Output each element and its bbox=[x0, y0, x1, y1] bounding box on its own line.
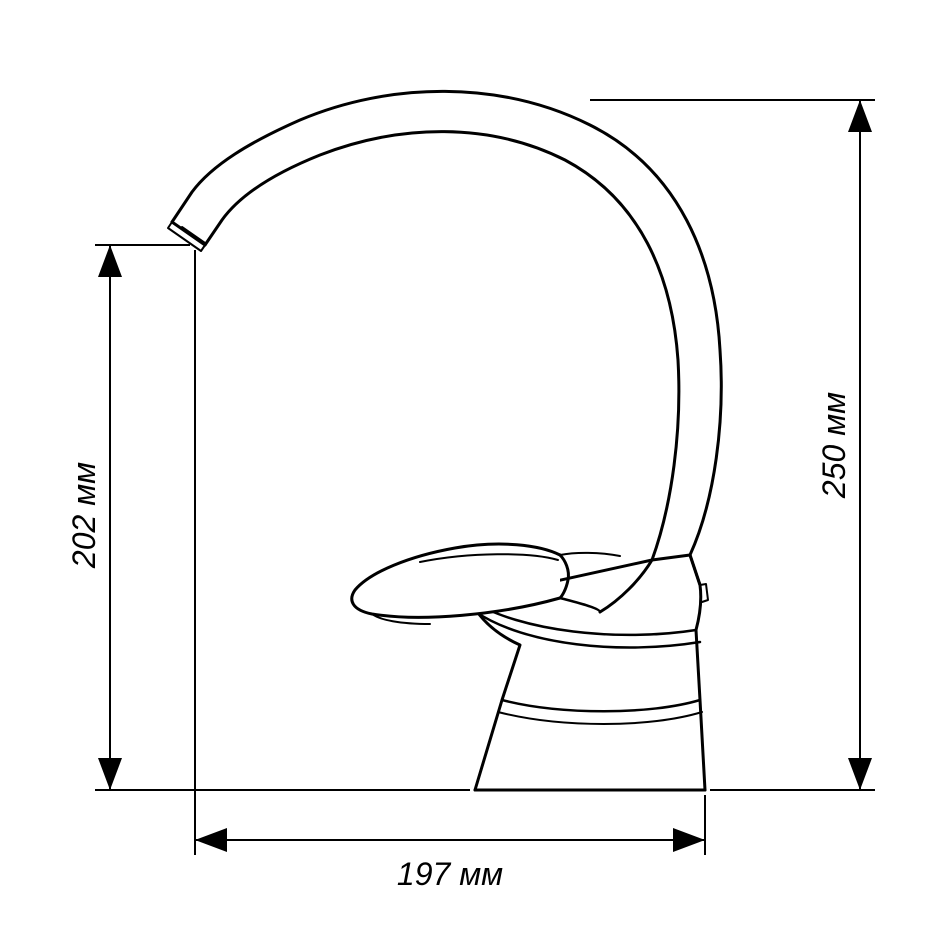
dim-height-total-label: 250 мм bbox=[816, 392, 852, 499]
dim-height-spout bbox=[95, 245, 470, 790]
faucet-outline bbox=[168, 91, 721, 790]
faucet-technical-drawing: 197 мм 250 мм 202 мм bbox=[0, 0, 950, 926]
dimension-lines bbox=[95, 100, 875, 855]
dimension-labels: 197 мм 250 мм 202 мм bbox=[66, 392, 852, 892]
dim-width-label: 197 мм bbox=[397, 856, 503, 892]
dim-height-spout-label: 202 мм bbox=[66, 462, 102, 569]
